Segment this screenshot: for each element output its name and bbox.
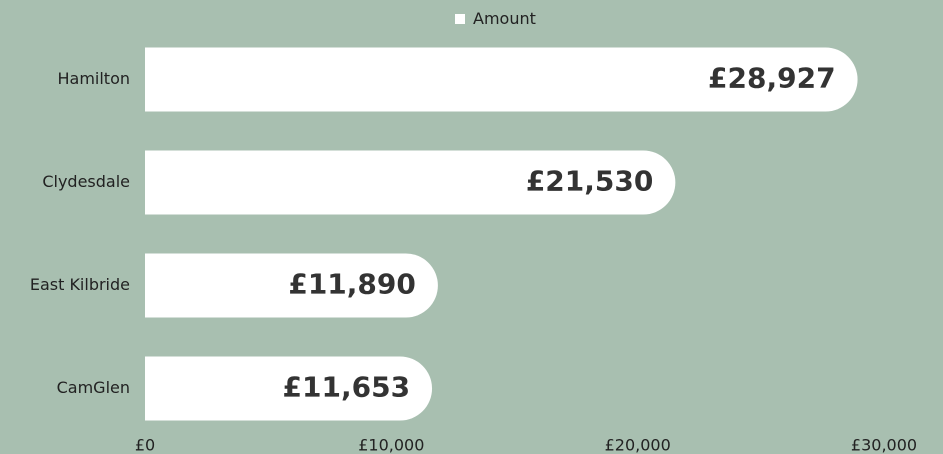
value-label: £21,530 [526,165,654,198]
bar [145,47,858,112]
legend: Amount [455,8,541,30]
y-tick-label: Clydesdale [42,172,130,191]
bar [145,356,433,421]
x-tick-label: £20,000 [605,436,671,454]
legend-swatch [455,14,465,24]
value-label: £28,927 [708,62,836,95]
legend-label: Amount [473,9,536,28]
x-tick-label: £30,000 [851,436,917,454]
y-tick-label: CamGlen [57,378,130,397]
bar [145,253,438,318]
x-tick-label: £0 [135,436,155,454]
y-tick-label: Hamilton [57,69,130,88]
x-tick-label: £10,000 [358,436,424,454]
bar [145,150,676,215]
y-tick-label: East Kilbride [30,275,130,294]
value-label: £11,653 [283,371,411,404]
value-label: £11,890 [288,268,416,301]
